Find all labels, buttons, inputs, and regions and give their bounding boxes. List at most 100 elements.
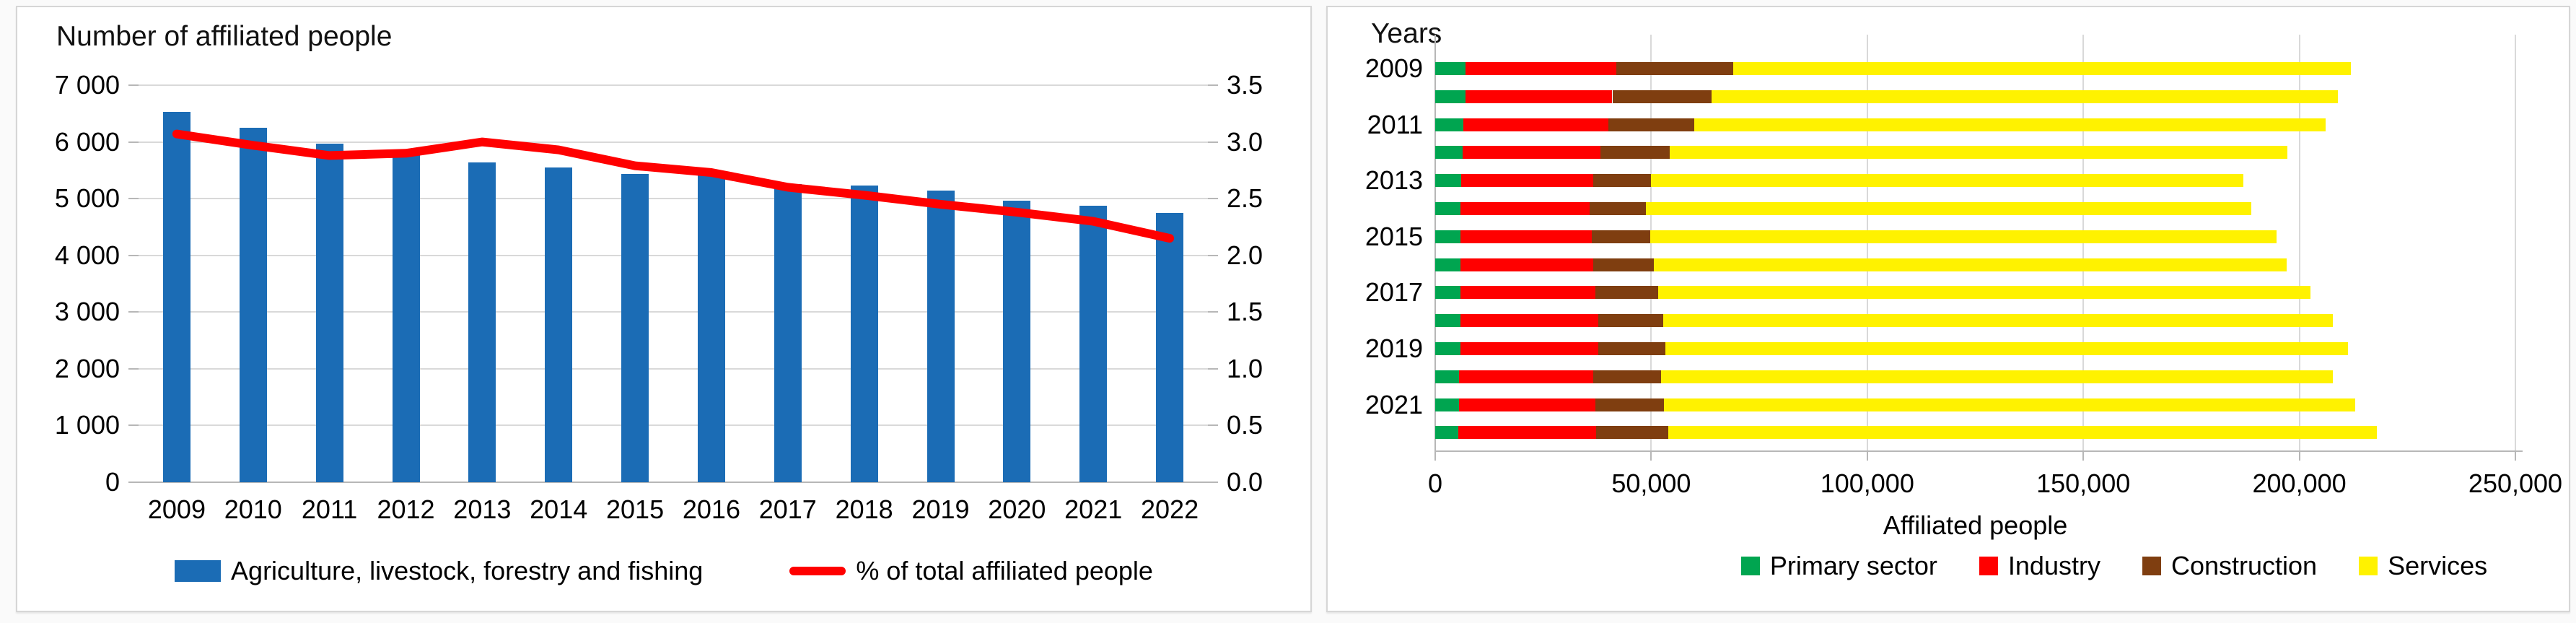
segment-2022-primary-sector xyxy=(1435,426,1458,440)
segment-2016-construction xyxy=(1593,258,1654,271)
bar-2012 xyxy=(392,152,420,482)
bar-2019 xyxy=(926,191,955,482)
bar-2022 xyxy=(1156,212,1184,482)
legend-item-agriculture: Agriculture, livestock, forestry and fis… xyxy=(175,556,703,586)
segment-2011-services xyxy=(1694,118,2326,131)
secondary-y-axis-tick xyxy=(1208,254,1218,256)
x-axis-tick xyxy=(2298,451,2300,461)
primary-sector-label: Primary sector xyxy=(1769,551,1937,580)
segment-2009-primary-sector xyxy=(1435,62,1466,75)
legend-item-industry: Industry xyxy=(1979,551,2100,581)
y-axis-tick xyxy=(128,141,139,143)
segment-2021-industry xyxy=(1458,398,1595,411)
y-axis-tick xyxy=(128,311,139,313)
combo-chart-plot-area: 0 0.0 1 000 0.5 2 000 1.0 3 000 1.5 4 000 2.0 5 00… xyxy=(17,7,1310,611)
construction-swatch xyxy=(2142,557,2161,575)
segment-2021-construction xyxy=(1595,398,1665,411)
x-axis-label-2022: 2022 xyxy=(1141,495,1199,524)
segment-2013-construction xyxy=(1593,174,1652,188)
secondary-y-axis-tick-label: 2.0 xyxy=(1227,240,1263,270)
segment-2016-primary-sector xyxy=(1435,258,1460,271)
v-gridline xyxy=(2515,35,2516,451)
percent-line-swatch xyxy=(789,567,846,575)
segment-2012-industry xyxy=(1462,146,1601,160)
bar-2013 xyxy=(468,162,496,482)
segment-2017-primary-sector xyxy=(1435,286,1460,300)
x-axis-title: Affiliated people xyxy=(1883,510,2068,540)
secondary-y-axis-tick-label: 1.0 xyxy=(1227,353,1263,383)
services-label: Services xyxy=(2388,551,2488,580)
h-gridline xyxy=(139,367,1208,370)
segment-2020-construction xyxy=(1593,370,1662,383)
segment-2015-construction xyxy=(1592,230,1651,243)
segment-2016-services xyxy=(1653,258,2287,271)
segment-2010-industry xyxy=(1465,90,1613,103)
segment-2020-primary-sector xyxy=(1435,370,1459,383)
segment-2009-industry xyxy=(1465,62,1617,75)
segment-2010-construction xyxy=(1612,90,1712,103)
legend-item-services: Services xyxy=(2359,551,2487,581)
segment-2020-services xyxy=(1661,370,2334,383)
secondary-y-axis-tick xyxy=(1208,198,1218,200)
segment-2013-industry xyxy=(1460,174,1593,188)
y-axis-tick-label: 3 000 xyxy=(54,297,120,327)
segment-2019-industry xyxy=(1460,342,1599,355)
y-axis-tick-label: 0 xyxy=(105,467,120,497)
segment-2022-construction xyxy=(1596,426,1669,440)
v-gridline xyxy=(2298,35,2300,451)
segment-2012-construction xyxy=(1600,146,1670,160)
x-axis-label-2012: 2012 xyxy=(377,495,435,524)
x-axis-label-2015: 2015 xyxy=(606,495,665,524)
x-axis-tick xyxy=(1434,451,1436,461)
h-gridline xyxy=(139,424,1208,427)
bar-2020 xyxy=(1003,200,1031,482)
x-axis-tick-label: 100,000 xyxy=(1820,469,1914,498)
x-axis-tick xyxy=(2515,451,2516,461)
x-axis-tick xyxy=(1650,451,1652,461)
x-axis-line xyxy=(1435,450,2523,452)
segment-2021-primary-sector xyxy=(1435,398,1459,411)
segment-2011-construction xyxy=(1608,118,1695,131)
segment-2011-primary-sector xyxy=(1435,118,1463,131)
secondary-y-axis-tick-label: 0.0 xyxy=(1227,467,1263,497)
segment-2012-primary-sector xyxy=(1435,146,1463,160)
stacked-chart-plot-area: 0 50,000 100,000 150,000 200,000 250,000 2009 2… xyxy=(1328,7,2569,611)
y-axis-label-2021: 2021 xyxy=(1364,389,1423,419)
segment-2015-services xyxy=(1650,230,2277,243)
segment-2014-services xyxy=(1646,202,2251,215)
x-axis-label-2021: 2021 xyxy=(1064,495,1123,524)
segment-2009-construction xyxy=(1616,62,1734,75)
segment-2022-services xyxy=(1668,426,2378,440)
segment-2019-primary-sector xyxy=(1435,342,1460,355)
y-axis-label-2011: 2011 xyxy=(1367,109,1423,139)
segment-2013-primary-sector xyxy=(1435,174,1461,188)
segment-2011-industry xyxy=(1463,118,1608,131)
x-axis-label-2011: 2011 xyxy=(301,495,358,524)
secondary-y-axis-tick-label: 1.5 xyxy=(1227,297,1263,327)
segment-2010-services xyxy=(1712,90,2339,103)
y-axis-tick xyxy=(128,254,139,256)
legend-item-primary-sector: Primary sector xyxy=(1740,551,1937,581)
right-chart-legend: Primary sector Industry Construction Ser… xyxy=(1688,551,2540,581)
x-axis-label-2010: 2010 xyxy=(224,495,282,524)
y-axis-tick-label: 5 000 xyxy=(54,183,120,214)
x-axis-label-2013: 2013 xyxy=(453,495,512,524)
segment-2014-industry xyxy=(1460,202,1590,215)
y-axis-tick xyxy=(128,198,139,200)
industry-label: Industry xyxy=(2007,551,2100,580)
h-gridline xyxy=(139,311,1208,313)
x-axis-label-2018: 2018 xyxy=(835,495,893,524)
bar-2021 xyxy=(1079,206,1108,482)
y-axis-label-2013: 2013 xyxy=(1364,165,1423,196)
h-gridline xyxy=(139,198,1208,200)
segment-2015-primary-sector xyxy=(1435,230,1460,243)
segment-2014-construction xyxy=(1590,202,1647,215)
bar-2011 xyxy=(315,143,343,482)
segment-2017-construction xyxy=(1595,286,1658,300)
left-chart-legend: Agriculture, livestock, forestry and fis… xyxy=(17,556,1310,586)
bar-2018 xyxy=(850,186,878,482)
x-axis-label-2014: 2014 xyxy=(530,495,588,524)
x-axis-label-2016: 2016 xyxy=(682,495,740,524)
segment-2019-services xyxy=(1665,342,2349,355)
y-axis-tick xyxy=(128,367,139,370)
